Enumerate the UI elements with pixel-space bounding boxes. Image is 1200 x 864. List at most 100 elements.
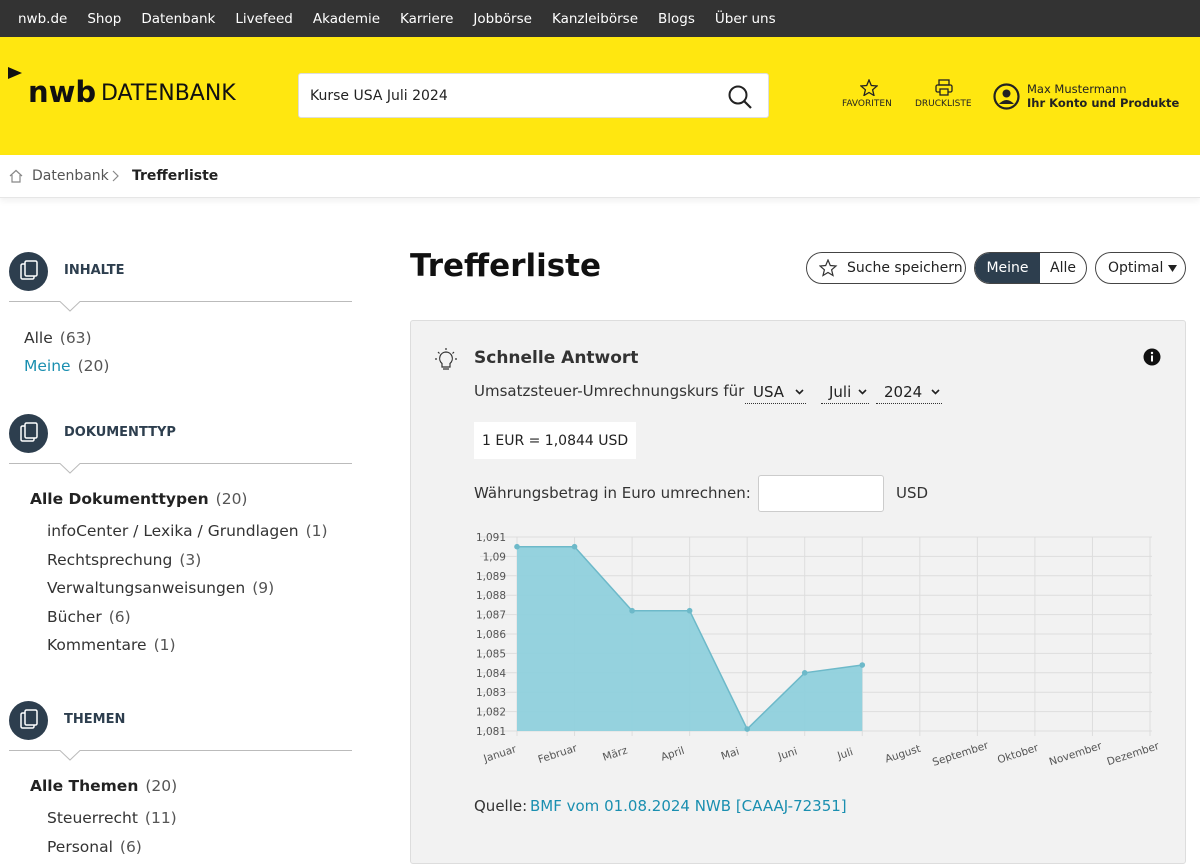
- nav-link[interactable]: Kanzleibörse: [551, 10, 639, 27]
- nav-link[interactable]: Datenbank: [141, 10, 216, 27]
- nav-link[interactable]: Jobbörse: [473, 10, 532, 27]
- favorites[interactable]: FAVORITEN: [842, 99, 892, 109]
- star-icon[interactable]: [860, 79, 878, 96]
- filter-label: Rechtsprechung: [47, 550, 173, 569]
- header: nwb DATENBANK Kurse USA Juli 2024 FAVORI…: [0, 37, 1200, 155]
- section-divider: [9, 463, 352, 474]
- filter-item[interactable]: Rechtsprechung (3): [47, 551, 201, 569]
- user-link[interactable]: Ihr Konto und Produkte: [1027, 96, 1180, 110]
- print-list[interactable]: DRUCKLISTE: [915, 99, 972, 109]
- section-icon: [9, 701, 48, 740]
- filter-label: Personal: [47, 837, 113, 856]
- filter-label: Alle: [24, 329, 53, 347]
- select[interactable]: 2024: [876, 380, 942, 404]
- star-plus-icon: [819, 259, 838, 277]
- select[interactable]: Juli: [821, 380, 869, 404]
- toggle-alle[interactable]: Alle: [1050, 260, 1076, 276]
- breadcrumb: Datenbank Trefferliste: [0, 155, 1200, 198]
- select[interactable]: USA: [745, 380, 806, 404]
- filter-count: (20): [215, 490, 248, 508]
- section-glyph: [20, 709, 38, 729]
- filter-label: Alle Dokumenttypen: [30, 490, 209, 508]
- user-icon[interactable]: [993, 83, 1020, 110]
- filter-item[interactable]: Alle Dokumenttypen (20): [30, 490, 247, 508]
- section-glyph: [20, 260, 38, 280]
- section-icon: [9, 414, 48, 453]
- nav-link[interactable]: Blogs: [658, 10, 695, 27]
- section-icon: [9, 252, 48, 291]
- filter-item[interactable]: Meine (20): [24, 357, 109, 375]
- select-value: 2024: [884, 382, 923, 401]
- section-divider: [9, 750, 352, 761]
- filter-item[interactable]: Steuerrecht (11): [47, 809, 177, 827]
- rate-prompt: Umsatzsteuer-Umrechnungskurs für: [474, 382, 745, 400]
- filter-count: (6): [119, 837, 142, 856]
- filter-item[interactable]: Verwaltungsanweisungen (9): [47, 579, 274, 597]
- amount-input[interactable]: [758, 475, 884, 512]
- card-title: Schnelle Antwort: [474, 348, 639, 368]
- scope-toggle: Meine Alle: [974, 252, 1087, 284]
- filter-count: (1): [153, 636, 176, 655]
- filter-item[interactable]: Alle Themen (20): [30, 777, 177, 795]
- section-title[interactable]: THEMEN: [64, 712, 126, 727]
- filter-count: (63): [59, 329, 92, 347]
- search-text: Kurse USA Juli 2024: [310, 88, 448, 104]
- select-caret: [931, 388, 940, 395]
- filter-count: (20): [145, 777, 178, 795]
- search-icon[interactable]: [727, 84, 753, 110]
- home-icon[interactable]: [9, 169, 23, 183]
- source-label: Quelle:: [474, 797, 528, 815]
- filter-label: Alle Themen: [30, 777, 139, 795]
- filter-label: Meine: [24, 357, 71, 375]
- filter-count: (1): [305, 522, 328, 540]
- quick-answer-card: Schnelle Antwort Umsatzsteuer-Umrechnung…: [410, 320, 1186, 864]
- breadcrumb-item[interactable]: Datenbank: [32, 168, 109, 184]
- nav-link[interactable]: Akademie: [312, 10, 381, 27]
- top-nav: nwb.de Shop Datenbank Livefeed Akademie Karri…: [0, 0, 1200, 37]
- filter-label: Steuerrecht: [47, 809, 138, 827]
- filter-label: infoCenter / Lexika / Grundlagen: [47, 522, 299, 540]
- filter-item[interactable]: infoCenter / Lexika / Grundlagen (1): [47, 522, 328, 540]
- page-title: Trefferliste: [410, 248, 602, 284]
- logo-mark: [8, 67, 22, 79]
- filter-item[interactable]: Personal (6): [47, 838, 142, 856]
- nav-link[interactable]: Karriere: [400, 10, 454, 27]
- filter-item[interactable]: Kommentare (1): [47, 636, 176, 654]
- info-icon[interactable]: [1143, 348, 1161, 366]
- search-box[interactable]: Kurse USA Juli 2024: [298, 73, 769, 118]
- filter-count: (9): [252, 579, 275, 598]
- source-link[interactable]: BMF vom 01.08.2024 NWB [CAAAJ-72351]: [530, 797, 847, 815]
- bulb-icon: [435, 348, 457, 370]
- select-caret: [795, 388, 804, 395]
- convert-label: Währungsbetrag in Euro umrechnen:: [474, 484, 751, 502]
- save-search-label: Suche speichern: [847, 260, 963, 276]
- toggle-meine[interactable]: Meine: [975, 253, 1040, 283]
- filter-label: Verwaltungsanweisungen: [47, 579, 246, 598]
- select-value: Juli: [829, 382, 852, 401]
- sort-select[interactable]: Optimal: [1095, 252, 1186, 284]
- print-icon[interactable]: [935, 79, 953, 96]
- save-search-button[interactable]: Suche speichern: [806, 252, 966, 284]
- logo-sub: DATENBANK: [101, 81, 236, 106]
- section-title[interactable]: DOKUMENTTYP: [64, 425, 176, 440]
- filter-count: (20): [77, 357, 110, 375]
- filter-item[interactable]: Alle (63): [24, 329, 92, 347]
- section-divider: [9, 301, 352, 312]
- filter-label: Kommentare: [47, 636, 147, 655]
- section-glyph: [20, 422, 38, 442]
- nav-link[interactable]: nwb.de: [18, 10, 68, 27]
- sidebar: INHALTE Alle (63) Meine (20) DOKUMENTTYP Alle …: [0, 198, 360, 864]
- sort-label: Optimal: [1108, 260, 1164, 276]
- nav-link[interactable]: Livefeed: [235, 10, 293, 27]
- filter-item[interactable]: Bücher (6): [47, 608, 131, 626]
- filter-count: (3): [179, 550, 202, 569]
- nav-link[interactable]: Über uns: [714, 10, 776, 27]
- select-caret: [858, 388, 867, 395]
- logo[interactable]: nwb: [28, 75, 97, 109]
- section-title[interactable]: INHALTE: [64, 263, 125, 278]
- nav-link[interactable]: Shop: [87, 10, 122, 27]
- rate-result: 1 EUR = 1,0844 USD: [474, 422, 637, 459]
- filter-count: (6): [108, 607, 131, 626]
